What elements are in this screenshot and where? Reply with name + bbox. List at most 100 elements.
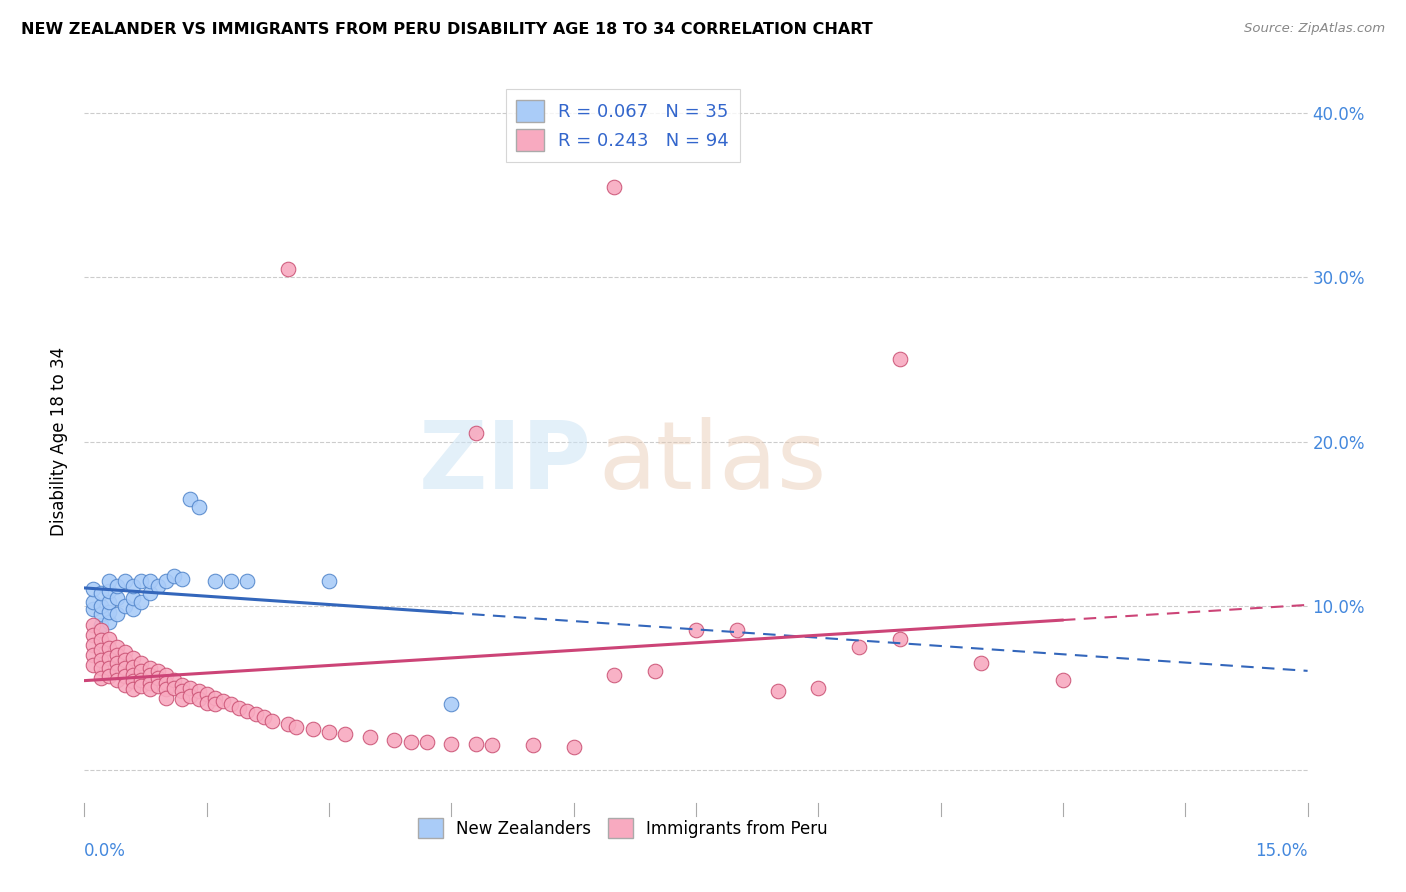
Point <box>97 641 120 656</box>
Point <box>219 574 242 588</box>
Point <box>138 661 160 675</box>
Point <box>187 692 209 706</box>
Point <box>97 651 120 665</box>
Point <box>122 667 145 681</box>
Point <box>644 665 666 679</box>
Point <box>146 671 169 685</box>
Point <box>90 671 112 685</box>
Text: atlas: atlas <box>598 417 827 509</box>
Point <box>1052 673 1074 687</box>
Point <box>807 681 830 695</box>
Point <box>90 633 112 648</box>
Point <box>97 615 120 630</box>
Point <box>82 648 104 662</box>
Point <box>172 677 194 691</box>
Point <box>685 624 707 638</box>
Point <box>105 648 128 662</box>
Point <box>90 661 112 675</box>
Point <box>172 573 194 587</box>
Y-axis label: Disability Age 18 to 34: Disability Age 18 to 34 <box>51 347 69 536</box>
Point <box>464 426 486 441</box>
Point <box>603 667 626 681</box>
Point <box>416 735 439 749</box>
Text: ZIP: ZIP <box>419 417 592 509</box>
Point <box>105 657 128 671</box>
Point <box>212 694 235 708</box>
Point <box>228 700 250 714</box>
Point <box>90 607 112 621</box>
Point <box>179 681 201 695</box>
Point <box>236 574 259 588</box>
Point <box>105 665 128 679</box>
Point <box>318 574 340 588</box>
Point <box>82 602 104 616</box>
Point <box>105 640 128 654</box>
Point <box>114 661 136 675</box>
Point <box>146 665 169 679</box>
Point <box>236 704 259 718</box>
Point <box>562 739 585 754</box>
Point <box>848 640 870 654</box>
Point <box>301 722 323 736</box>
Point <box>163 569 186 583</box>
Point <box>382 733 405 747</box>
Point <box>204 698 226 712</box>
Point <box>122 651 145 665</box>
Point <box>481 739 503 753</box>
Point <box>97 595 120 609</box>
Point <box>97 661 120 675</box>
Point <box>155 690 177 705</box>
Text: NEW ZEALANDER VS IMMIGRANTS FROM PERU DISABILITY AGE 18 TO 34 CORRELATION CHART: NEW ZEALANDER VS IMMIGRANTS FROM PERU DI… <box>21 22 873 37</box>
Point <box>90 653 112 667</box>
Point <box>122 682 145 697</box>
Point <box>766 684 789 698</box>
Point <box>522 739 544 753</box>
Point <box>122 674 145 689</box>
Point <box>97 584 120 599</box>
Point <box>138 574 160 588</box>
Point <box>204 574 226 588</box>
Point <box>155 676 177 690</box>
Point <box>97 632 120 646</box>
Point <box>114 653 136 667</box>
Point <box>440 698 463 712</box>
Point <box>195 687 218 701</box>
Point <box>359 730 381 744</box>
Point <box>163 673 186 687</box>
Point <box>187 500 209 515</box>
Point <box>105 579 128 593</box>
Point <box>335 727 357 741</box>
Point <box>138 667 160 681</box>
Point <box>970 657 993 671</box>
Point <box>146 579 169 593</box>
Point <box>131 665 153 679</box>
Point <box>131 679 153 693</box>
Point <box>195 696 218 710</box>
Point <box>889 632 911 646</box>
Point <box>122 659 145 673</box>
Point <box>155 682 177 697</box>
Point <box>105 673 128 687</box>
Point <box>97 574 120 588</box>
Point <box>105 607 128 621</box>
Point <box>114 599 136 613</box>
Point <box>277 717 299 731</box>
Point <box>131 595 153 609</box>
Point <box>114 677 136 691</box>
Text: 15.0%: 15.0% <box>1256 842 1308 860</box>
Point <box>82 582 104 597</box>
Point <box>318 725 340 739</box>
Point <box>179 491 201 506</box>
Point <box>105 591 128 605</box>
Legend: New Zealanders, Immigrants from Peru: New Zealanders, Immigrants from Peru <box>411 812 834 845</box>
Point <box>163 681 186 695</box>
Point <box>131 657 153 671</box>
Point <box>253 710 276 724</box>
Point <box>725 624 748 638</box>
Point <box>90 599 112 613</box>
Point <box>82 628 104 642</box>
Point <box>97 669 120 683</box>
Point <box>82 618 104 632</box>
Point <box>90 585 112 599</box>
Point <box>179 689 201 703</box>
